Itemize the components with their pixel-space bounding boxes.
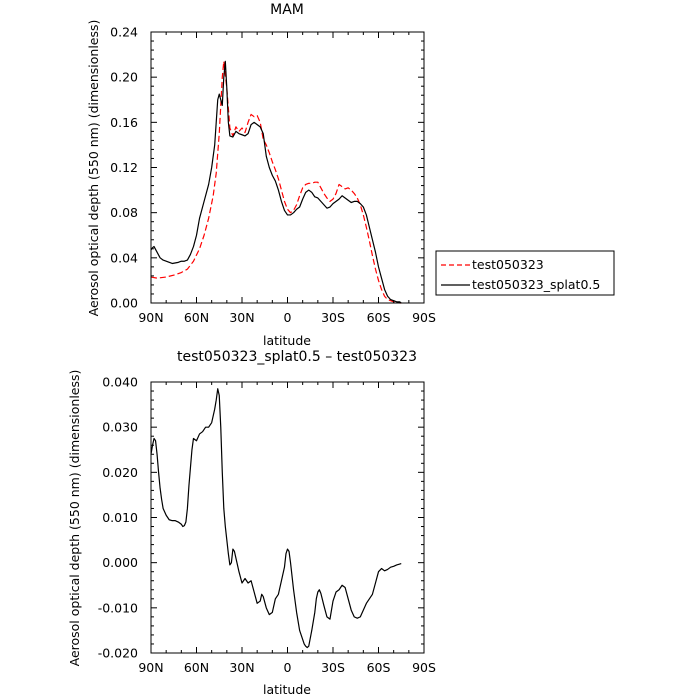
bottom-axis-ticks: 90N 60N 30N 0 30S 60S 90S -0.020 -0.010 0.000 0.01…	[98, 375, 436, 676]
y-tick-label: 0.040	[102, 375, 138, 390]
legend-entry-test050323-splat0.5: test050323_splat0.5	[472, 277, 600, 292]
top-chart-title: MAM	[270, 2, 304, 18]
top-panel: MAM 90N 60N 30N 0 30S 60S 90S 0.00 0.04 0.08 0.12 0…	[86, 2, 436, 348]
x-tick-label: 90N	[138, 310, 163, 325]
x-tick-label: 90S	[412, 660, 436, 675]
y-tick-label: 0.16	[110, 115, 138, 130]
x-tick-label: 60N	[184, 310, 209, 325]
difference-series-line-p1	[150, 388, 402, 649]
x-tick-label: 30N	[229, 660, 254, 675]
y-tick-label: 0.08	[110, 205, 138, 220]
test050323-series-line-p0	[150, 60, 402, 304]
y-tick-label: 0.010	[102, 510, 138, 525]
legend-entry-test050323: test050323	[472, 257, 544, 272]
legend-box	[435, 250, 615, 296]
x-tick-label: 90S	[412, 310, 436, 325]
x-tick-label: 0	[284, 310, 292, 325]
y-tick-label: -0.010	[98, 600, 138, 615]
bottom-x-axis-label: latitude	[263, 682, 311, 697]
bottom-panel: test050323_splat0.5 – test050323 90N 60N 3…	[67, 349, 436, 697]
y-tick-label: 0.00	[110, 296, 138, 311]
legend: test050323 test050323_splat0.5	[435, 250, 615, 296]
top-axis-ticks: 90N 60N 30N 0 30S 60S 90S 0.00 0.04 0.08 0.12 0.16 0…	[110, 25, 436, 326]
x-tick-label: 30N	[229, 310, 254, 325]
y-tick-label: 0.04	[110, 250, 138, 265]
x-tick-label: 30S	[321, 310, 345, 325]
x-tick-label: 30S	[321, 660, 345, 675]
y-tick-label: 0.020	[102, 465, 138, 480]
y-tick-label: 0.12	[110, 160, 138, 175]
y-tick-label: 0.20	[110, 70, 138, 85]
bottom-chart-title: test050323_splat0.5 – test050323	[177, 349, 417, 365]
y-tick-label: 0.000	[102, 555, 138, 570]
x-tick-label: 60N	[184, 660, 209, 675]
top-x-axis-label: latitude	[263, 333, 311, 348]
top-plot-area	[150, 60, 402, 304]
test050323-splat0-5-series-line-p0	[150, 60, 402, 304]
top-y-axis-label: Aerosol optical depth (550 nm) (dimensio…	[86, 20, 101, 317]
bottom-plot-frame	[150, 381, 425, 654]
y-tick-label: 0.030	[102, 420, 138, 435]
x-tick-label: 60S	[367, 660, 391, 675]
bottom-y-axis-label: Aerosol optical depth (550 nm) (dimensio…	[67, 370, 82, 667]
x-tick-label: 0	[284, 660, 292, 675]
x-tick-label: 60S	[367, 310, 391, 325]
bottom-plot-area	[150, 388, 402, 649]
x-tick-label: 90N	[138, 660, 163, 675]
y-tick-label: -0.020	[98, 646, 138, 661]
y-tick-label: 0.24	[110, 25, 138, 40]
